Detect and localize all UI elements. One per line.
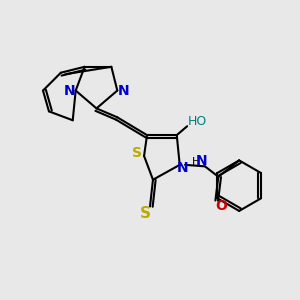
Text: O: O — [215, 200, 227, 214]
Text: N: N — [196, 154, 207, 168]
Text: S: S — [132, 146, 142, 160]
Text: N: N — [177, 161, 188, 175]
Text: N: N — [118, 84, 130, 98]
Text: N: N — [63, 84, 75, 98]
Text: HO: HO — [188, 115, 207, 128]
Text: H: H — [191, 157, 200, 167]
Text: S: S — [140, 206, 151, 221]
